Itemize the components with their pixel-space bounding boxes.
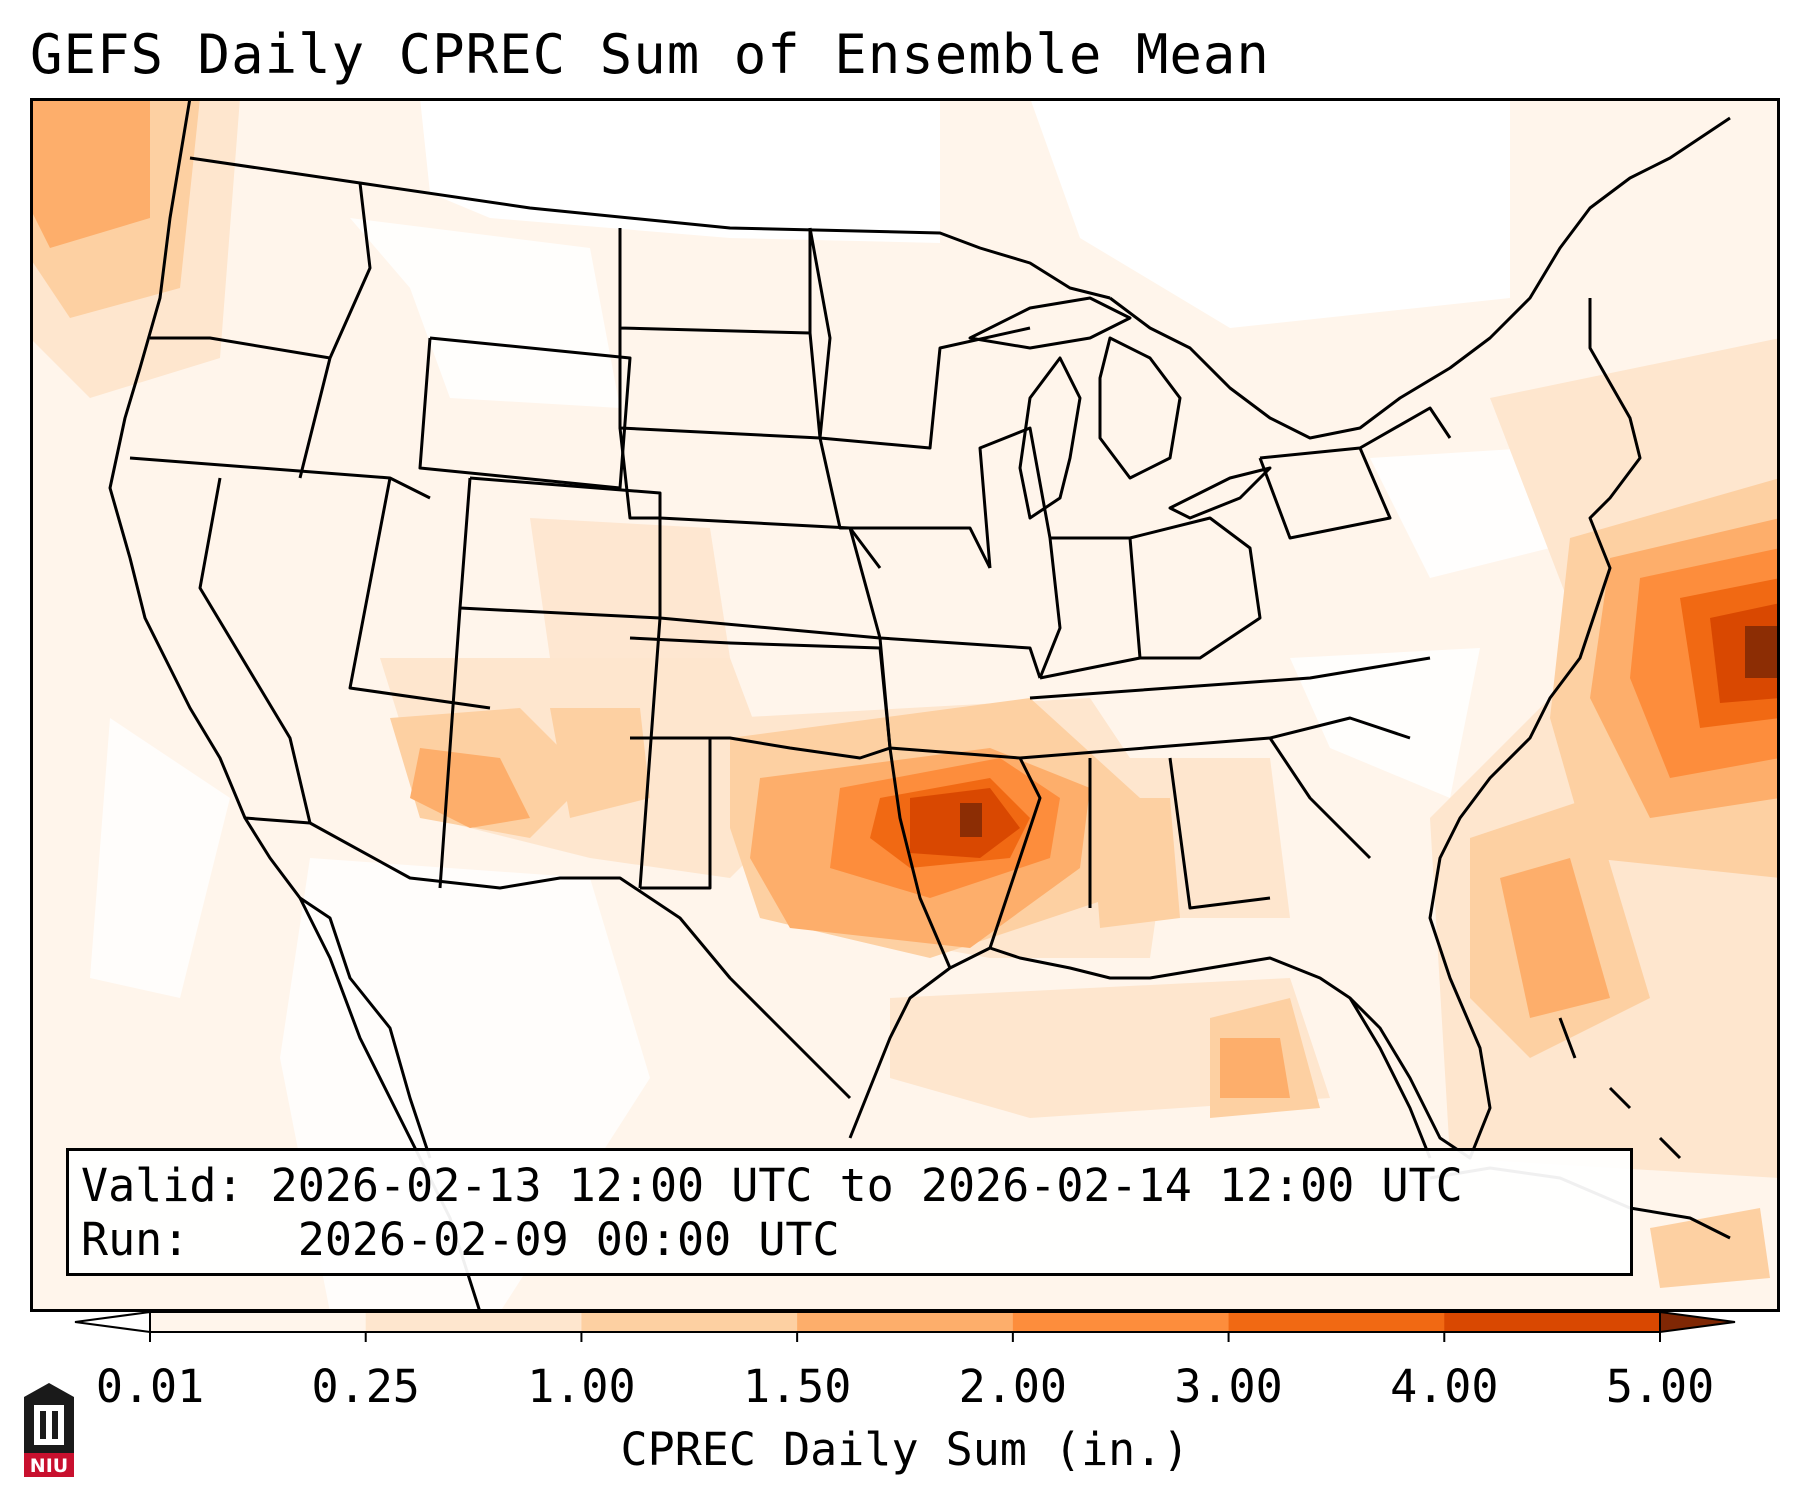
map-frame [30, 98, 1780, 1312]
state-line-wyoming [418, 336, 632, 490]
florida [1348, 997, 1432, 1159]
state-line-ohio-kentucky [1039, 516, 1262, 680]
state-line-tennessee [1019, 656, 1431, 760]
dry-area-montana [350, 218, 620, 408]
baja-coastline [299, 896, 432, 1159]
colorbar-band [1444, 1312, 1661, 1332]
colorbar-ticks: 0.01 0.25 1.00 1.50 2.00 3.00 4.00 5.00 [96, 1332, 1714, 1413]
colorbar-outline [149, 1311, 1661, 1333]
niu-logo: NIU [24, 1383, 74, 1477]
dry-area-northern-plains [420, 98, 940, 243]
colorbar-tick-label: 4.00 [1390, 1360, 1498, 1413]
colorbar-band [150, 1312, 367, 1332]
valid-time-range: 2026-02-13 12:00 UTC to 2026-02-14 12:00… [270, 1159, 1463, 1212]
colorbar-band [1012, 1312, 1230, 1332]
lake-erie [1168, 466, 1272, 520]
state-line-idaho [298, 182, 372, 479]
colorbar-band [581, 1312, 798, 1332]
colorbar-band [365, 1312, 582, 1332]
run-time: 2026-02-09 00:00 UTC [297, 1213, 840, 1266]
atlantic-coastline [848, 298, 1642, 1160]
heavy-precip-georgia-coast [1500, 858, 1610, 1018]
colorbar-tick-label: 0.01 [96, 1360, 204, 1413]
map-title: GEFS Daily CPREC Sum of Ensemble Mean [30, 23, 1270, 86]
lake-michigan [1018, 356, 1082, 520]
colorbar-tick-label: 2.00 [959, 1360, 1067, 1413]
state-line-nevada [198, 477, 312, 824]
state-line-oklahoma [629, 636, 892, 798]
max-precip-oklahoma [960, 803, 982, 837]
state-line-pennsylvania-ny [1258, 406, 1452, 540]
colorbar-tick-label: 1.50 [743, 1360, 851, 1413]
light-precip-colorado [530, 518, 730, 658]
moderate-precip-mississippi [1090, 798, 1180, 928]
great-lakes-border [1109, 116, 1731, 440]
moderate-precip-new-mexico [550, 708, 650, 818]
heavy-precip-arizona [410, 748, 530, 828]
run-label: Run: [81, 1213, 190, 1266]
dry-area-canada [1030, 98, 1510, 328]
valid-label: Valid: [81, 1159, 244, 1212]
colorbar-tick-label: 5.00 [1606, 1360, 1714, 1413]
dry-area-pacific [90, 718, 230, 998]
pacific-coastline [108, 98, 482, 1312]
mexico-border [244, 816, 852, 1100]
state-line-mississippi-alabama [1088, 757, 1271, 910]
colorbar-over-arrow [1659, 1310, 1736, 1334]
state-line-nm-az [438, 607, 662, 889]
state-line-nebraska-kansas [618, 427, 882, 640]
valid-run-info-box: Valid: 2026-02-13 12:00 UTC to 2026-02-1… [66, 1148, 1633, 1276]
max-precip-atlantic [1745, 626, 1780, 678]
boundaries [108, 98, 1731, 1312]
dry-area-northeast [1370, 448, 1550, 578]
precip-field [30, 98, 1780, 1312]
colorbar: 0.01 0.25 1.00 1.50 2.00 3.00 4.00 5.00 CPREC D… [74, 1310, 1736, 1476]
heavy-precip-pacific-nw [30, 98, 150, 248]
colorbar-band [797, 1312, 1014, 1332]
precipitation-map [30, 98, 1780, 1312]
colorbar-bands [150, 1312, 1661, 1332]
colorbar-band [1228, 1312, 1445, 1332]
niu-logo-text: NIU [30, 1455, 68, 1477]
colorbar-under-arrow [74, 1310, 151, 1334]
state-line-minnesota-iowa [808, 227, 1031, 569]
colorbar-tick-label: 1.00 [527, 1360, 635, 1413]
state-line-georgia-carolinas [1268, 716, 1411, 860]
colorbar-tick-label: 0.25 [312, 1360, 420, 1413]
lake-superior [968, 296, 1132, 350]
bahamas [1558, 1017, 1682, 1160]
moderate-precip-cuba [1650, 1208, 1770, 1288]
state-line-utah-az [348, 477, 491, 710]
state-line-dakotas [618, 228, 822, 440]
lake-michigan-peninsula [1098, 336, 1182, 480]
dry-area-carolinas [1290, 648, 1480, 798]
state-line-texas [640, 747, 952, 969]
colorbar-label: CPREC Daily Sum (in.) [621, 1423, 1190, 1476]
colorbar-tick-label: 3.00 [1174, 1360, 1282, 1413]
heavy-precip-gulf [1220, 1038, 1290, 1098]
canada-border [189, 156, 1111, 300]
state-line-wa-or [150, 336, 331, 360]
